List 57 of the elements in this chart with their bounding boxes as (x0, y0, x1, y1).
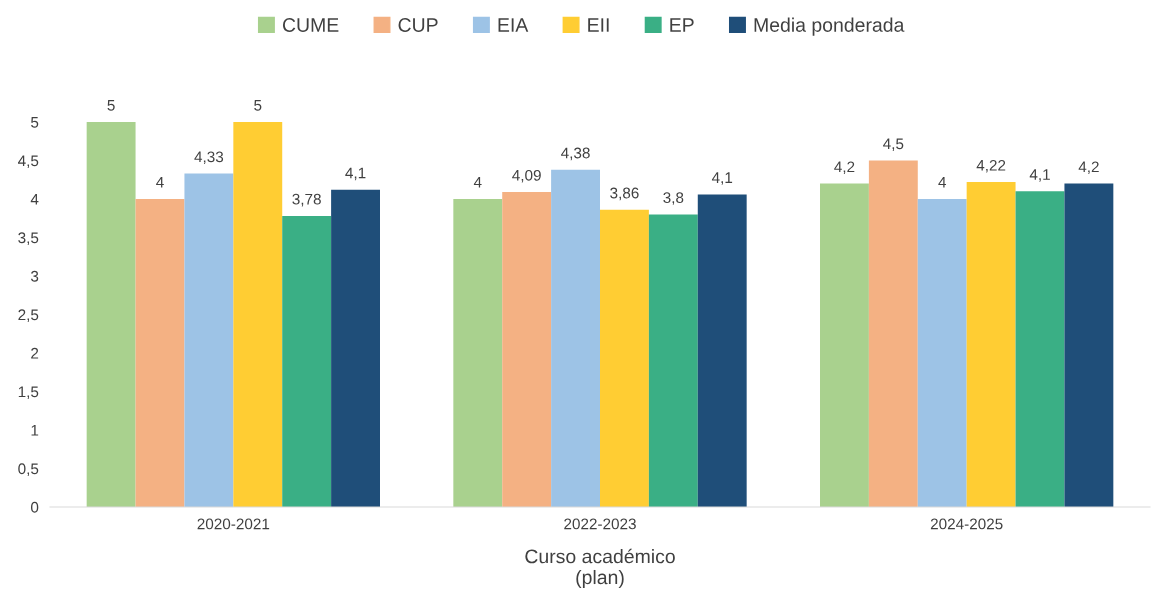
y-tick-label: 1,5 (18, 386, 39, 399)
bar (551, 169, 600, 507)
bar (697, 194, 747, 507)
bar (184, 173, 234, 507)
data-label: 3,8 (663, 192, 684, 205)
data-label: 4,1 (345, 167, 366, 181)
bar (1064, 183, 1114, 507)
bar (600, 209, 649, 507)
bar (86, 122, 136, 507)
bar (233, 122, 283, 507)
bar (453, 199, 503, 507)
bar (502, 192, 552, 507)
data-label: 4,38 (561, 147, 590, 161)
bar (135, 199, 185, 507)
bar (648, 214, 698, 507)
data-label: 4 (156, 176, 164, 188)
legend-label: CUP (398, 18, 438, 32)
legend-label: CUME (282, 18, 339, 32)
data-label: 3,78 (292, 193, 321, 207)
data-label: 4,09 (512, 169, 541, 183)
y-tick-label: 3 (30, 270, 39, 282)
data-label: 4,22 (976, 159, 1006, 173)
data-label: 4,5 (883, 138, 904, 151)
legend-label: EP (670, 18, 694, 32)
y-tick-label: 4,5 (18, 155, 39, 168)
legend-label: EIA (498, 18, 529, 32)
data-label: 4,2 (834, 161, 855, 175)
x-tick-label: 2024-2025 (930, 518, 1003, 530)
y-tick-label: 1 (31, 425, 39, 436)
bar (868, 160, 918, 507)
data-label: 5 (254, 99, 262, 111)
y-tick-label: 2 (31, 347, 39, 359)
y-tick-label: 0,5 (18, 463, 39, 476)
y-tick-label: 0 (30, 501, 39, 513)
x-tick-label: 2022-2023 (564, 518, 636, 530)
y-tick-label: 5 (31, 117, 39, 128)
data-label: 4,2 (1078, 161, 1099, 175)
data-label: 3,86 (610, 187, 639, 201)
x-axis-title: Curso académico (plan) (525, 548, 675, 589)
bar (1015, 191, 1065, 507)
legend-label: Media ponderada (754, 17, 905, 36)
bar (966, 182, 1016, 507)
data-label: 4 (473, 176, 482, 188)
y-tick-label: 4 (30, 194, 39, 205)
y-tick-label: 2,5 (18, 309, 39, 322)
y-tick-label: 3,5 (18, 232, 39, 245)
data-label: 4,33 (194, 151, 224, 165)
bar (282, 215, 332, 507)
bar (331, 189, 380, 507)
data-label: 4,1 (1029, 169, 1050, 182)
bar (820, 183, 869, 507)
data-label: 4 (938, 176, 947, 188)
legend-label: EII (588, 18, 609, 32)
bar (917, 199, 967, 507)
data-label: 4,1 (711, 172, 733, 185)
data-label: 5 (107, 99, 115, 111)
x-tick-label: 2020-2021 (197, 518, 270, 530)
